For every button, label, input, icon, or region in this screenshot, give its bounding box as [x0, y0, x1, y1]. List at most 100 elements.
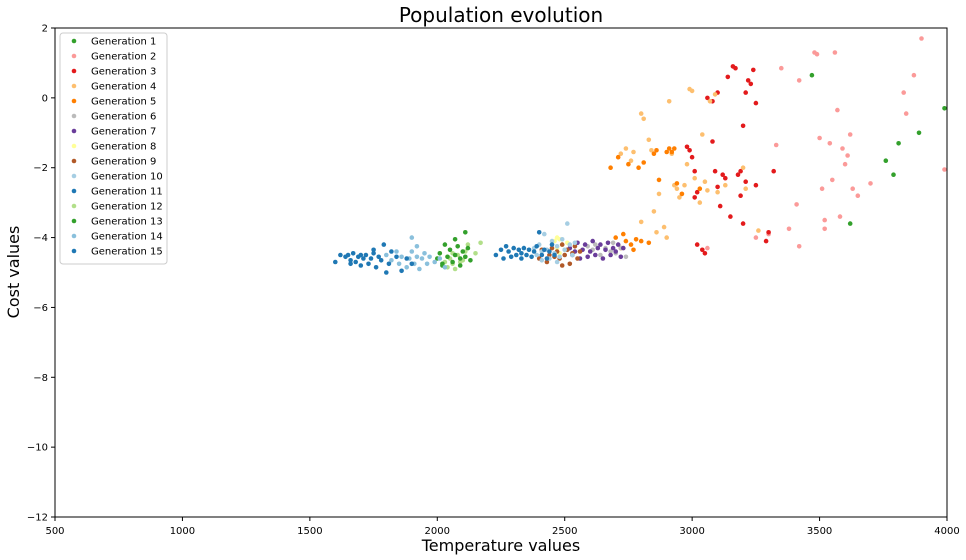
data-point — [740, 165, 746, 170]
y-tick-label: 0 — [42, 93, 48, 104]
data-point — [615, 154, 621, 160]
data-point — [845, 153, 850, 158]
data-point — [409, 235, 415, 240]
legend-marker — [71, 233, 77, 239]
data-point — [376, 254, 382, 260]
data-point — [557, 254, 562, 260]
y-tick-label: −4 — [33, 233, 48, 244]
data-point — [723, 182, 728, 188]
data-point — [745, 78, 751, 83]
data-point — [694, 189, 700, 195]
data-point — [590, 238, 595, 244]
data-point — [585, 254, 590, 260]
data-point — [358, 252, 364, 258]
data-point — [623, 254, 629, 260]
legend-label: Generation 3 — [91, 67, 156, 78]
data-point — [447, 247, 453, 253]
y-tick-label: 2 — [42, 24, 48, 35]
data-point — [631, 149, 636, 155]
legend-label: Generation 13 — [91, 217, 163, 228]
data-point — [743, 90, 748, 95]
data-point — [723, 175, 728, 181]
data-point — [700, 132, 705, 137]
data-point — [712, 92, 718, 97]
data-point — [743, 186, 748, 191]
data-point — [419, 256, 425, 261]
data-point — [389, 258, 394, 263]
legend-marker — [71, 98, 77, 104]
data-point — [587, 249, 593, 254]
data-point — [689, 154, 695, 160]
data-point — [651, 209, 657, 214]
data-point — [552, 252, 557, 258]
data-point — [832, 50, 838, 55]
data-point — [516, 247, 522, 253]
y-tick-label: −12 — [27, 513, 48, 524]
data-point — [572, 240, 578, 246]
data-point — [613, 249, 618, 254]
data-point — [628, 158, 634, 163]
x-tick-label: 1000 — [170, 526, 195, 537]
legend-label: Generation 11 — [91, 187, 163, 198]
chart-legend: Generation 1 Generation 2 Generation 3 Gene… — [59, 32, 168, 265]
data-point — [531, 249, 537, 254]
data-point — [593, 242, 598, 247]
data-point — [463, 254, 468, 260]
data-point — [712, 168, 718, 174]
data-point — [702, 251, 708, 256]
legend-marker — [71, 143, 77, 149]
data-point — [608, 165, 613, 170]
series-generation-14 — [384, 235, 448, 272]
y-tick-label: −10 — [27, 443, 48, 454]
data-point — [835, 107, 840, 113]
legend-marker — [71, 53, 77, 59]
data-point — [773, 142, 779, 148]
legend-marker — [71, 68, 77, 74]
data-point — [598, 252, 603, 258]
data-point — [666, 99, 672, 104]
data-point — [847, 132, 853, 137]
data-point — [542, 247, 547, 253]
legend-marker — [71, 248, 77, 254]
data-point — [903, 111, 909, 116]
legend-label: Generation 14 — [91, 232, 163, 243]
data-point — [547, 249, 552, 254]
data-point — [348, 261, 353, 267]
data-point — [572, 244, 578, 249]
legend-marker — [71, 128, 77, 134]
data-point — [559, 263, 565, 268]
data-point — [689, 88, 695, 94]
data-point — [465, 245, 471, 251]
data-point — [605, 240, 611, 246]
data-point — [656, 177, 662, 183]
data-point — [766, 230, 771, 235]
data-point — [442, 242, 448, 247]
data-point — [855, 193, 861, 198]
data-point — [735, 172, 741, 177]
data-point — [554, 235, 560, 240]
data-point — [378, 258, 384, 263]
data-point — [697, 200, 703, 205]
data-point — [738, 193, 743, 198]
data-point — [753, 182, 759, 188]
data-point — [692, 175, 697, 181]
data-point — [911, 72, 917, 78]
data-point — [521, 245, 527, 251]
data-point — [728, 214, 733, 219]
data-point — [615, 242, 621, 247]
data-point — [847, 221, 853, 226]
data-point — [452, 252, 458, 258]
data-point — [705, 245, 710, 251]
data-point — [626, 161, 631, 167]
data-point — [501, 256, 506, 261]
data-point — [623, 238, 629, 244]
series-generation-11 — [493, 230, 557, 261]
data-point — [743, 179, 748, 184]
legend-marker — [71, 158, 77, 164]
data-point — [753, 235, 759, 240]
data-point — [384, 270, 389, 275]
data-point — [409, 249, 415, 254]
data-point — [771, 168, 776, 174]
data-point — [570, 252, 575, 258]
